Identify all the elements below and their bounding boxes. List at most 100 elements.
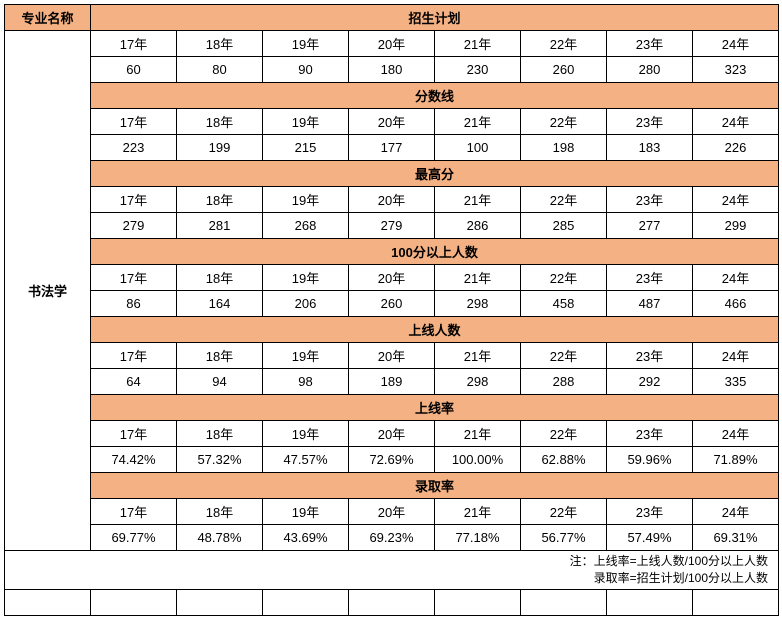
data-cell: 189 — [349, 369, 435, 395]
empty-cell — [693, 589, 779, 615]
section-title-2: 最高分 — [91, 161, 779, 187]
data-cell: 164 — [177, 291, 263, 317]
year-label: 23年 — [607, 343, 693, 369]
year-label: 19年 — [263, 499, 349, 525]
data-cell: 57.32% — [177, 447, 263, 473]
year-label: 23年 — [607, 187, 693, 213]
year-label: 22年 — [521, 421, 607, 447]
data-cell: 487 — [607, 291, 693, 317]
data-cell: 71.89% — [693, 447, 779, 473]
section-title-4: 上线人数 — [91, 317, 779, 343]
data-cell: 57.49% — [607, 525, 693, 551]
empty-cell — [91, 589, 177, 615]
year-label: 24年 — [693, 421, 779, 447]
footer-note: 注：上线率=上线人数/100分以上人数录取率=招生计划/100分以上人数 — [5, 551, 779, 590]
data-cell: 69.23% — [349, 525, 435, 551]
data-cell: 292 — [607, 369, 693, 395]
data-cell: 98 — [263, 369, 349, 395]
year-label: 20年 — [349, 109, 435, 135]
data-cell: 180 — [349, 57, 435, 83]
section-title-1: 分数线 — [91, 83, 779, 109]
data-cell: 286 — [435, 213, 521, 239]
major-name-value: 书法学 — [5, 31, 91, 551]
data-cell: 298 — [435, 369, 521, 395]
year-label: 21年 — [435, 187, 521, 213]
data-cell: 177 — [349, 135, 435, 161]
data-cell: 277 — [607, 213, 693, 239]
year-label: 18年 — [177, 343, 263, 369]
section-title-5: 上线率 — [91, 395, 779, 421]
year-label: 19年 — [263, 421, 349, 447]
data-cell: 43.69% — [263, 525, 349, 551]
year-label: 22年 — [521, 343, 607, 369]
data-cell: 80 — [177, 57, 263, 83]
year-label: 19年 — [263, 343, 349, 369]
year-label: 23年 — [607, 265, 693, 291]
data-cell: 299 — [693, 213, 779, 239]
data-cell: 260 — [349, 291, 435, 317]
year-label: 17年 — [91, 265, 177, 291]
data-cell: 56.77% — [521, 525, 607, 551]
empty-cell — [263, 589, 349, 615]
year-label: 21年 — [435, 499, 521, 525]
data-cell: 279 — [91, 213, 177, 239]
year-label: 17年 — [91, 499, 177, 525]
data-cell: 279 — [349, 213, 435, 239]
year-label: 24年 — [693, 187, 779, 213]
data-cell: 268 — [263, 213, 349, 239]
year-label: 24年 — [693, 499, 779, 525]
data-cell: 94 — [177, 369, 263, 395]
year-label: 19年 — [263, 187, 349, 213]
data-cell: 223 — [91, 135, 177, 161]
empty-cell — [177, 589, 263, 615]
empty-cell — [349, 589, 435, 615]
data-cell: 288 — [521, 369, 607, 395]
year-label: 19年 — [263, 31, 349, 57]
year-label: 20年 — [349, 499, 435, 525]
data-cell: 199 — [177, 135, 263, 161]
year-label: 24年 — [693, 265, 779, 291]
data-cell: 69.77% — [91, 525, 177, 551]
year-label: 21年 — [435, 109, 521, 135]
data-cell: 60 — [91, 57, 177, 83]
year-label: 21年 — [435, 343, 521, 369]
year-label: 23年 — [607, 421, 693, 447]
year-label: 17年 — [91, 31, 177, 57]
data-cell: 72.69% — [349, 447, 435, 473]
year-label: 21年 — [435, 31, 521, 57]
data-cell: 62.88% — [521, 447, 607, 473]
year-label: 17年 — [91, 343, 177, 369]
data-cell: 466 — [693, 291, 779, 317]
year-label: 18年 — [177, 499, 263, 525]
year-label: 22年 — [521, 499, 607, 525]
footer-line-1: 注：上线率=上线人数/100分以上人数 — [7, 553, 768, 570]
section-title-6: 录取率 — [91, 473, 779, 499]
data-cell: 64 — [91, 369, 177, 395]
data-cell: 77.18% — [435, 525, 521, 551]
data-cell: 48.78% — [177, 525, 263, 551]
data-cell: 47.57% — [263, 447, 349, 473]
year-label: 19年 — [263, 265, 349, 291]
data-cell: 215 — [263, 135, 349, 161]
year-label: 20年 — [349, 31, 435, 57]
data-cell: 90 — [263, 57, 349, 83]
data-cell: 183 — [607, 135, 693, 161]
data-cell: 69.31% — [693, 525, 779, 551]
year-label: 18年 — [177, 31, 263, 57]
data-cell: 285 — [521, 213, 607, 239]
empty-cell — [435, 589, 521, 615]
year-label: 20年 — [349, 343, 435, 369]
data-cell: 335 — [693, 369, 779, 395]
year-label: 21年 — [435, 265, 521, 291]
data-cell: 260 — [521, 57, 607, 83]
year-label: 20年 — [349, 187, 435, 213]
footer-line-2: 录取率=招生计划/100分以上人数 — [7, 570, 768, 587]
data-cell: 281 — [177, 213, 263, 239]
year-label: 18年 — [177, 421, 263, 447]
data-cell: 86 — [91, 291, 177, 317]
year-label: 17年 — [91, 187, 177, 213]
year-label: 22年 — [521, 265, 607, 291]
year-label: 19年 — [263, 109, 349, 135]
data-cell: 323 — [693, 57, 779, 83]
year-label: 18年 — [177, 109, 263, 135]
